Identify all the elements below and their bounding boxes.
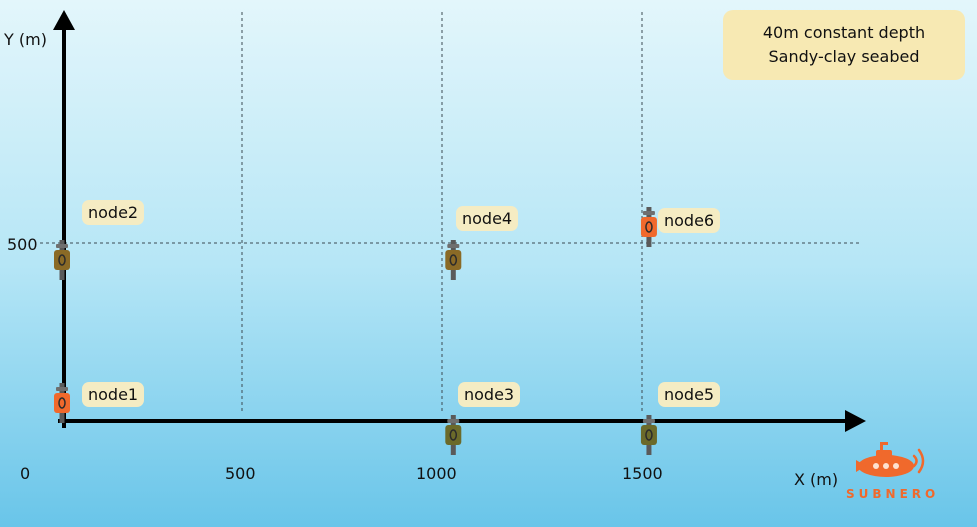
x-tick-1000: 1000: [416, 464, 457, 483]
node-device-node5[interactable]: [640, 415, 657, 455]
x-axis: [58, 410, 866, 432]
node-device-node1[interactable]: [54, 383, 70, 423]
node-label-node1: node1: [82, 382, 145, 407]
node-label-node2: node2: [82, 200, 145, 225]
grid-lines: [40, 12, 860, 412]
y-axis: [53, 10, 75, 428]
x-tick-1500: 1500: [622, 464, 663, 483]
submarine-logo-icon: [856, 442, 925, 477]
y-axis-label: Y (m): [4, 30, 47, 49]
info-line-depth: 40m constant depth: [762, 23, 926, 42]
brand-logo-text: SUBNERO: [846, 487, 940, 501]
nodes-layer: [54, 207, 657, 455]
x-axis-arrow-icon: [845, 410, 866, 432]
node-label-node6: node6: [658, 208, 721, 233]
node-device-node3[interactable]: [445, 415, 462, 455]
info-box: 40m constant depth Sandy-clay seabed: [723, 10, 965, 80]
y-tick-500: 500: [7, 235, 38, 254]
info-line-seabed: Sandy-clay seabed: [768, 47, 920, 66]
origin-label: 0: [20, 464, 31, 483]
node-label-node3: node3: [458, 382, 521, 407]
node-device-node2[interactable]: [54, 240, 70, 280]
y-axis-arrow-icon: [53, 10, 75, 30]
node-label-node4: node4: [456, 206, 519, 231]
node-label-node5: node5: [658, 382, 721, 407]
node-device-node4[interactable]: [445, 240, 462, 280]
x-tick-500: 500: [225, 464, 256, 483]
x-axis-label: X (m): [794, 470, 839, 489]
node-device-node6[interactable]: [640, 207, 657, 247]
